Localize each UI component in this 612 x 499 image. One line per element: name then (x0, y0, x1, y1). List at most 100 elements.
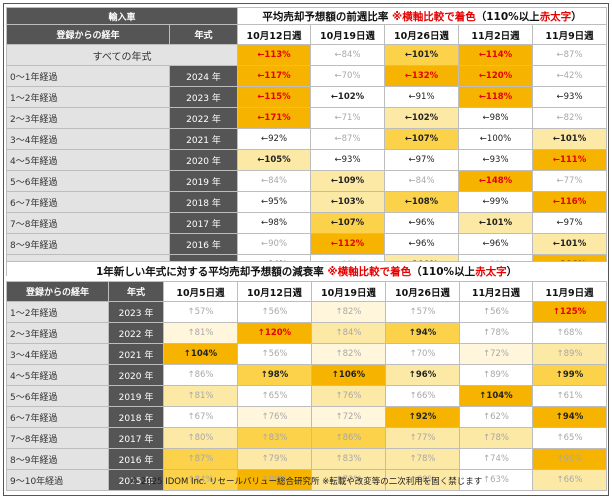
value-cell: ←132% (384, 65, 460, 87)
value-cell: ↑104% (459, 385, 533, 407)
table-row: 0～1年経過 2024 年 ←117% ←70% ←132% ←120% ←42% (6, 65, 608, 87)
value-cell: ←111% (532, 149, 608, 171)
value-cell: ↑98% (237, 364, 312, 386)
value-cell: ↑96% (385, 364, 460, 386)
value-cell: ↑68% (385, 469, 460, 491)
value-cell: ←101% (384, 44, 460, 66)
table-row: 2～3年経過 2022 年 ←171% ←71% ←102% ←98% ←82% (6, 107, 608, 129)
value-cell: ←96% (384, 212, 460, 234)
row-label-year: 2020 年 (108, 364, 164, 386)
week-header: 10月5日週 (163, 281, 238, 302)
table-row: 2～3年経過 2022 年 ↑81% ↑120% ↑84% ↑94% ↑78% ↑68% (6, 322, 608, 344)
value-cell: ←109% (310, 170, 386, 192)
row-label-year: 2021 年 (108, 343, 164, 365)
row-label-elapsed: 0～1年経過 (6, 65, 170, 87)
value-cell: ↑61% (531, 385, 608, 407)
week-header: 10月19日週 (310, 24, 386, 45)
value-cell: ↑79% (237, 448, 312, 470)
value-cell: ↑78% (459, 427, 533, 449)
row-label-elapsed: 9～10年経過 (6, 469, 109, 491)
value-cell: ←118% (458, 86, 534, 108)
value-cell: ↑84% (163, 469, 238, 491)
table2-title-main: 1年新しい年式に対する平均売却予想額の減衰率 (95, 266, 324, 278)
row-label-year: 2015 年 (108, 469, 164, 491)
table-row: 3～4年経過 2021 年 ↑104% ↑56% ↑82% ↑70% ↑72% ↑89% (6, 343, 608, 365)
value-cell: ↑78% (385, 448, 460, 470)
table-row: すべての年式 ←113% ←84% ←101% ←114% ←87% (5, 44, 608, 66)
table1-title-main: 平均売却予想額の前週比率 (262, 10, 389, 23)
value-cell: ↑66% (531, 469, 608, 491)
value-cell: ↑87% (163, 448, 238, 470)
week-header: 10月19日週 (311, 281, 386, 302)
row-label-year: 2016 年 (168, 233, 239, 255)
row-label-elapsed: 5～6年経過 (6, 170, 170, 192)
table-row: 4～5年経過 2020 年 ↑86% ↑98% ↑106% ↑96% ↑89% ↑99% (6, 364, 608, 386)
row-label-elapsed: 2～3年経過 (6, 107, 170, 129)
value-cell: ←108% (384, 191, 460, 213)
value-cell: ←101% (458, 212, 534, 234)
table-row: 5～6年経過 2019 年 ↑81% ↑65% ↑76% ↑66% ↑104% ↑61% (6, 385, 608, 407)
table1-title-mark: ※横軸比較で着色 (392, 10, 476, 23)
value-cell: ↑83% (311, 448, 386, 470)
table2-title-note: （110%以上 (411, 266, 476, 278)
value-cell: ←116% (532, 191, 608, 213)
row-label-year: 2023 年 (108, 301, 164, 323)
row-label-year: 2022 年 (168, 107, 239, 129)
value-cell: ↑72% (311, 406, 386, 428)
row-label-all-years: すべての年式 (5, 44, 239, 66)
value-cell: ←84% (384, 170, 460, 192)
value-cell: ←105% (237, 149, 312, 171)
table1-title: 平均売却予想額の前週比率 ※横軸比較で着色（110%以上赤太字） (237, 7, 608, 25)
value-cell: ↑65% (237, 385, 312, 407)
value-cell: ←98% (458, 107, 534, 129)
value-cell: ↑106% (311, 364, 386, 386)
value-cell: ↑99% (531, 364, 608, 386)
table-row: 8～9年経過 2016 年 ←90% ←112% ←96% ←96% ←101% (6, 233, 608, 255)
row-label-elapsed: 5～6年経過 (6, 385, 109, 407)
week-header: 10月12日週 (237, 24, 312, 45)
value-cell: ←93% (532, 86, 608, 108)
value-cell: ↑88% (237, 469, 312, 491)
value-cell: ←77% (532, 170, 608, 192)
value-cell: ↑82% (311, 301, 386, 323)
row-label-elapsed: 4～5年経過 (6, 364, 109, 386)
col-header-year: 年式 (108, 281, 164, 302)
row-label-year: 2018 年 (108, 406, 164, 428)
row-label-elapsed: 7～8年経過 (6, 427, 109, 449)
table1-title-red: 赤太字 (539, 10, 572, 23)
value-cell: ↑89% (459, 364, 533, 386)
value-cell: ←117% (237, 65, 312, 87)
value-cell: ↑56% (237, 343, 312, 365)
value-cell: ←99% (458, 191, 534, 213)
value-cell: ←93% (310, 149, 386, 171)
col-header-elapsed: 登録からの経年 (6, 281, 109, 302)
value-cell: ↑120% (237, 322, 312, 344)
value-cell: ←84% (237, 170, 312, 192)
table-row: 1～2年経過 2023 年 ←115% ←102% ←91% ←118% ←93% (6, 86, 608, 108)
row-label-year: 2016 年 (108, 448, 164, 470)
value-cell: ↑92% (385, 406, 460, 428)
value-cell: ←71% (310, 107, 386, 129)
value-cell: ←107% (384, 128, 460, 150)
value-cell: ←107% (310, 212, 386, 234)
week-header: 11月9日週 (532, 24, 608, 45)
row-label-elapsed: 1～2年経過 (6, 86, 170, 108)
value-cell: ←98% (237, 212, 312, 234)
value-cell: ←115% (237, 86, 312, 108)
value-cell: ↑125% (531, 301, 608, 323)
row-label-year: 2017 年 (108, 427, 164, 449)
value-cell: ↑76% (311, 385, 386, 407)
value-cell: ←114% (458, 44, 534, 66)
table-row: 5～6年経過 2019 年 ←84% ←109% ←84% ←148% ←77% (6, 170, 608, 192)
row-label-elapsed: 6～7年経過 (6, 406, 109, 428)
value-cell: ←84% (310, 44, 386, 66)
value-cell: ↑90% (531, 448, 608, 470)
value-cell: ↑63% (459, 469, 533, 491)
row-label-year: 2020 年 (168, 149, 239, 171)
table2-title-end: ） (506, 266, 518, 278)
table-row: 7～8年経過 2017 年 ↑80% ↑83% ↑86% ↑77% ↑78% ↑65% (6, 427, 608, 449)
value-cell: ↑77% (385, 427, 460, 449)
copyright-footer: © 2025 IDOM Inc. リセールバリュー総合研究所 ※転載や改変等の二… (129, 477, 483, 487)
value-cell: ←148% (458, 170, 534, 192)
week-header: 11月2日週 (459, 281, 533, 302)
